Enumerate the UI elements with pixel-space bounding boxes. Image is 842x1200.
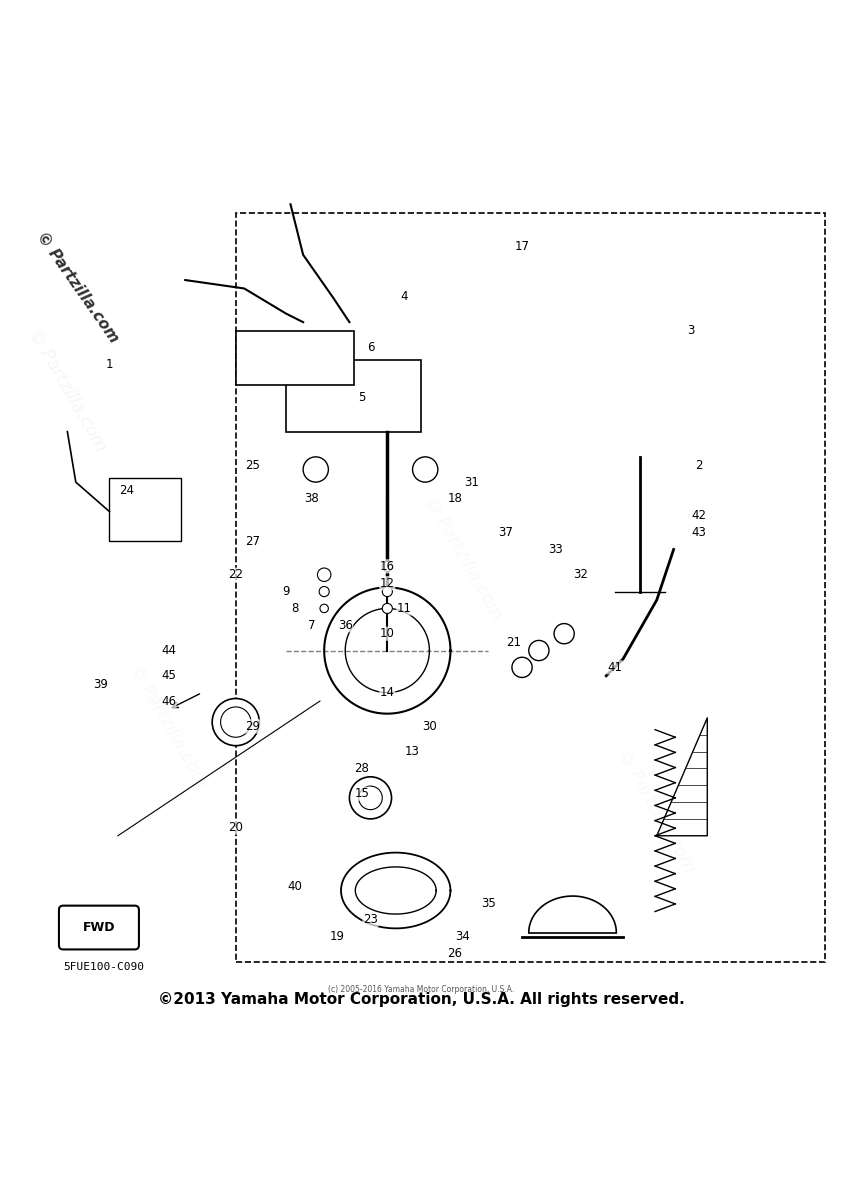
- Text: © Partzilla.com: © Partzilla.com: [34, 229, 121, 346]
- Text: 3: 3: [687, 324, 694, 337]
- Text: ©2013 Yamaha Motor Corporation, U.S.A. All rights reserved.: ©2013 Yamaha Motor Corporation, U.S.A. A…: [157, 992, 685, 1008]
- Text: 40: 40: [287, 880, 302, 893]
- Text: 19: 19: [329, 930, 344, 943]
- Text: 18: 18: [447, 492, 462, 505]
- Text: 38: 38: [304, 492, 319, 505]
- Circle shape: [221, 707, 251, 737]
- Text: 12: 12: [380, 577, 395, 589]
- Text: 30: 30: [422, 720, 437, 733]
- Text: 5FUE100-C090: 5FUE100-C090: [63, 962, 144, 972]
- Text: 34: 34: [456, 930, 471, 943]
- Text: 8: 8: [291, 602, 298, 614]
- Text: 46: 46: [161, 695, 176, 708]
- Bar: [109, 478, 181, 541]
- Circle shape: [529, 641, 549, 661]
- Text: 17: 17: [514, 240, 530, 253]
- Text: (c) 2005-2016 Yamaha Motor Corporation, U.S.A.: (c) 2005-2016 Yamaha Motor Corporation, …: [328, 984, 514, 994]
- Circle shape: [382, 604, 392, 613]
- Text: FWD: FWD: [83, 922, 115, 934]
- Text: 9: 9: [283, 586, 290, 598]
- FancyBboxPatch shape: [59, 906, 139, 949]
- Text: 21: 21: [506, 636, 521, 648]
- Text: © Partzilla.com: © Partzilla.com: [614, 745, 700, 876]
- Text: 24: 24: [119, 484, 134, 497]
- Text: 2: 2: [695, 458, 702, 472]
- Text: 39: 39: [93, 678, 109, 691]
- Text: 11: 11: [397, 602, 412, 614]
- Text: 35: 35: [481, 896, 496, 910]
- Text: 45: 45: [161, 670, 176, 683]
- Text: 20: 20: [228, 821, 243, 834]
- Circle shape: [382, 562, 392, 571]
- Circle shape: [382, 587, 392, 596]
- Text: 42: 42: [691, 509, 706, 522]
- Text: 44: 44: [161, 644, 176, 658]
- Text: 15: 15: [354, 787, 370, 800]
- Text: 33: 33: [548, 542, 563, 556]
- Text: 31: 31: [464, 475, 479, 488]
- Text: © Partzilla.com: © Partzilla.com: [420, 493, 506, 623]
- Text: 29: 29: [245, 720, 260, 733]
- Text: © Partzilla.com: © Partzilla.com: [24, 324, 110, 455]
- Text: 27: 27: [245, 534, 260, 547]
- Circle shape: [320, 605, 328, 613]
- Text: 25: 25: [245, 458, 260, 472]
- Text: 10: 10: [380, 628, 395, 640]
- Bar: [286, 360, 421, 432]
- Text: 28: 28: [354, 762, 370, 775]
- Text: 5: 5: [359, 391, 365, 404]
- Text: 22: 22: [228, 569, 243, 581]
- Text: 4: 4: [401, 290, 408, 304]
- Text: 23: 23: [363, 913, 378, 926]
- Text: 32: 32: [573, 569, 589, 581]
- Text: 6: 6: [367, 341, 374, 354]
- Circle shape: [554, 624, 574, 643]
- Circle shape: [413, 457, 438, 482]
- Text: 7: 7: [308, 619, 315, 631]
- Text: 1: 1: [106, 358, 113, 371]
- Text: 37: 37: [498, 526, 513, 539]
- Circle shape: [349, 776, 392, 818]
- Text: 16: 16: [380, 560, 395, 572]
- Circle shape: [317, 568, 331, 582]
- Circle shape: [212, 698, 259, 745]
- Circle shape: [319, 587, 329, 596]
- Circle shape: [512, 658, 532, 678]
- Text: 14: 14: [380, 686, 395, 700]
- Text: 26: 26: [447, 947, 462, 960]
- Circle shape: [303, 457, 328, 482]
- Text: 13: 13: [405, 745, 420, 758]
- Text: 43: 43: [691, 526, 706, 539]
- Text: 36: 36: [338, 619, 353, 631]
- Text: 41: 41: [607, 661, 622, 674]
- Circle shape: [359, 786, 382, 810]
- Bar: [236, 330, 354, 385]
- Text: © Partzilla.com: © Partzilla.com: [125, 661, 211, 791]
